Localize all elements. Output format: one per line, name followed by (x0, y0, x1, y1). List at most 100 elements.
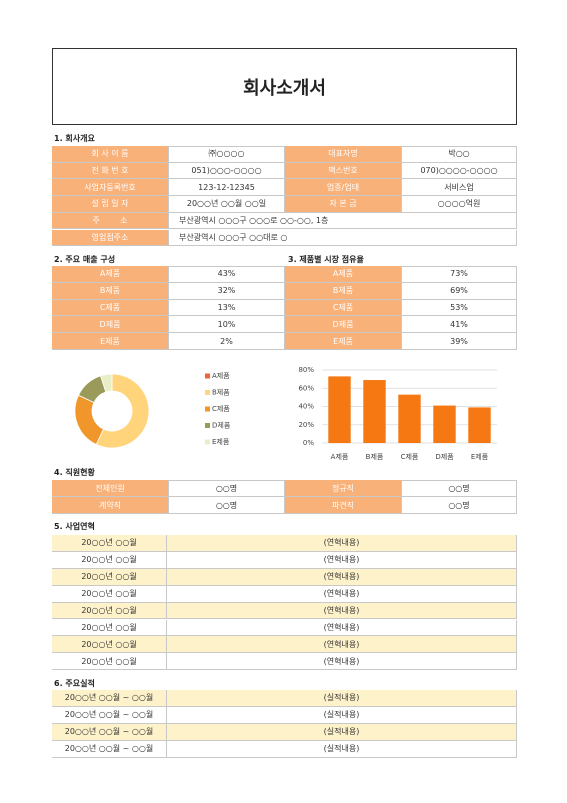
pie-slice (74, 394, 105, 446)
bar (363, 380, 386, 443)
x-tick-label: E제품 (471, 453, 489, 461)
label-cell: 전체인원 (52, 480, 169, 497)
value-cell: 부산광역시 ○○○구 ○○○로 ○○-○○, 1층 (169, 212, 517, 230)
section-heading: 4. 직원현황 (54, 468, 95, 477)
value-cell: 69% (402, 282, 517, 300)
x-tick-label: B제품 (366, 453, 384, 461)
value-cell: (실적내용) (167, 740, 517, 758)
y-tick-label: 0% (303, 439, 314, 447)
legend-swatch (205, 439, 210, 445)
value-cell: 20○○년 ○○월 ~ ○○월 (52, 723, 167, 741)
value-cell: 13% (169, 299, 285, 317)
value-cell: ○○명 (402, 480, 517, 497)
label-cell: E제품 (285, 333, 402, 350)
label-cell: E제품 (52, 333, 169, 350)
value-cell: 070)○○○○-○○○○ (402, 162, 517, 180)
value-cell: 부산광역시 ○○○구 ○○대로 ○ (169, 229, 517, 247)
value-cell: (연혁내용) (167, 551, 517, 569)
value-cell: 20○○년 ○○월 (52, 535, 167, 552)
y-tick-label: 20% (298, 421, 314, 429)
legend-label: C제품 (212, 405, 230, 413)
value-cell: 2% (169, 333, 285, 350)
value-cell: (연혁내용) (167, 602, 517, 620)
label-cell: C제품 (52, 299, 169, 317)
label-cell: 팩스번호 (285, 162, 402, 180)
value-cell: (연혁내용) (167, 585, 517, 603)
label-cell: B제품 (52, 282, 169, 300)
value-cell: 53% (402, 299, 517, 317)
value-cell: 32% (169, 282, 285, 300)
value-cell: 10% (169, 316, 285, 334)
label-cell: 계약직 (52, 497, 169, 514)
value-cell: 20○○년 ○○월 (52, 636, 167, 654)
value-cell: 20○○년 ○○월 ~ ○○월 (52, 690, 167, 707)
legend-label: D제품 (212, 422, 231, 430)
value-cell: (연혁내용) (167, 619, 517, 637)
value-cell: 20○○년 ○○월 ~ ○○월 (52, 740, 167, 758)
value-cell: 서비스업 (402, 179, 517, 197)
value-cell: ○○명 (402, 497, 517, 514)
bar (398, 394, 421, 443)
value-cell: ○○명 (169, 497, 285, 514)
value-cell: 박○○ (402, 146, 517, 163)
value-cell: (연혁내용) (167, 636, 517, 654)
label-cell: B제품 (285, 282, 402, 300)
label-cell: 주 소 (52, 212, 169, 230)
label-cell: 대표자명 (285, 146, 402, 163)
value-cell: 20○○년 ○○월 (52, 602, 167, 620)
label-cell: 전 화 번 호 (52, 162, 169, 180)
value-cell: 20○○년 ○○월 (52, 568, 167, 586)
section-heading: 5. 사업연혁 (54, 522, 95, 531)
value-cell: 39% (402, 333, 517, 350)
value-cell: ○○○○억원 (402, 196, 517, 213)
value-cell: 20○○년 ○○월 ○○일 (169, 196, 285, 213)
section-heading: 1. 회사개요 (54, 134, 95, 143)
value-cell: (실적내용) (167, 723, 517, 741)
x-tick-label: D제품 (435, 453, 454, 461)
value-cell: (실적내용) (167, 690, 517, 707)
value-cell: 73% (402, 266, 517, 283)
value-cell: 20○○년 ○○월 (52, 619, 167, 637)
bar (328, 376, 351, 443)
label-cell: D제품 (52, 316, 169, 334)
bar (433, 405, 456, 443)
value-cell: 41% (402, 316, 517, 334)
y-tick-label: 60% (298, 384, 314, 392)
value-cell: ㈜○○○○ (169, 146, 285, 163)
x-tick-label: A제품 (331, 453, 349, 461)
legend-swatch (205, 390, 210, 395)
label-cell: C제품 (285, 299, 402, 317)
legend-label: E제품 (212, 438, 230, 446)
pie-slice (95, 373, 150, 449)
legend-swatch (205, 423, 210, 428)
section-heading: 6. 주요실적 (54, 679, 95, 688)
label-cell: 자 본 금 (285, 196, 402, 213)
value-cell: (연혁내용) (167, 568, 517, 586)
legend-label: A제품 (212, 372, 230, 380)
value-cell: 20○○년 ○○월 ~ ○○월 (52, 706, 167, 724)
label-cell: 영업점주소 (52, 229, 169, 247)
value-cell: 43% (169, 266, 285, 283)
label-cell: 정규직 (285, 480, 402, 497)
label-cell: 설 립 일 자 (52, 196, 169, 213)
value-cell: 051)○○○-○○○○ (169, 162, 285, 180)
value-cell: 20○○년 ○○월 (52, 585, 167, 603)
label-cell: D제품 (285, 316, 402, 334)
label-cell: A제품 (285, 266, 402, 283)
label-cell: 파견직 (285, 497, 402, 514)
legend-swatch (205, 373, 210, 379)
y-tick-label: 40% (298, 403, 314, 411)
value-cell: (연혁내용) (167, 653, 517, 671)
pie-slice (100, 373, 113, 393)
legend-swatch (205, 406, 210, 412)
label-cell: 사업자등록번호 (52, 179, 169, 197)
x-tick-label: C제품 (401, 453, 419, 461)
label-cell: 업종/업태 (285, 179, 402, 197)
section-heading: 2. 주요 매출 구성 (54, 255, 116, 264)
label-cell: 회 사 이 름 (52, 146, 169, 163)
legend-label: B제품 (212, 389, 230, 397)
value-cell: (실적내용) (167, 706, 517, 724)
value-cell: (연혁내용) (167, 535, 517, 552)
value-cell: 20○○년 ○○월 (52, 551, 167, 569)
